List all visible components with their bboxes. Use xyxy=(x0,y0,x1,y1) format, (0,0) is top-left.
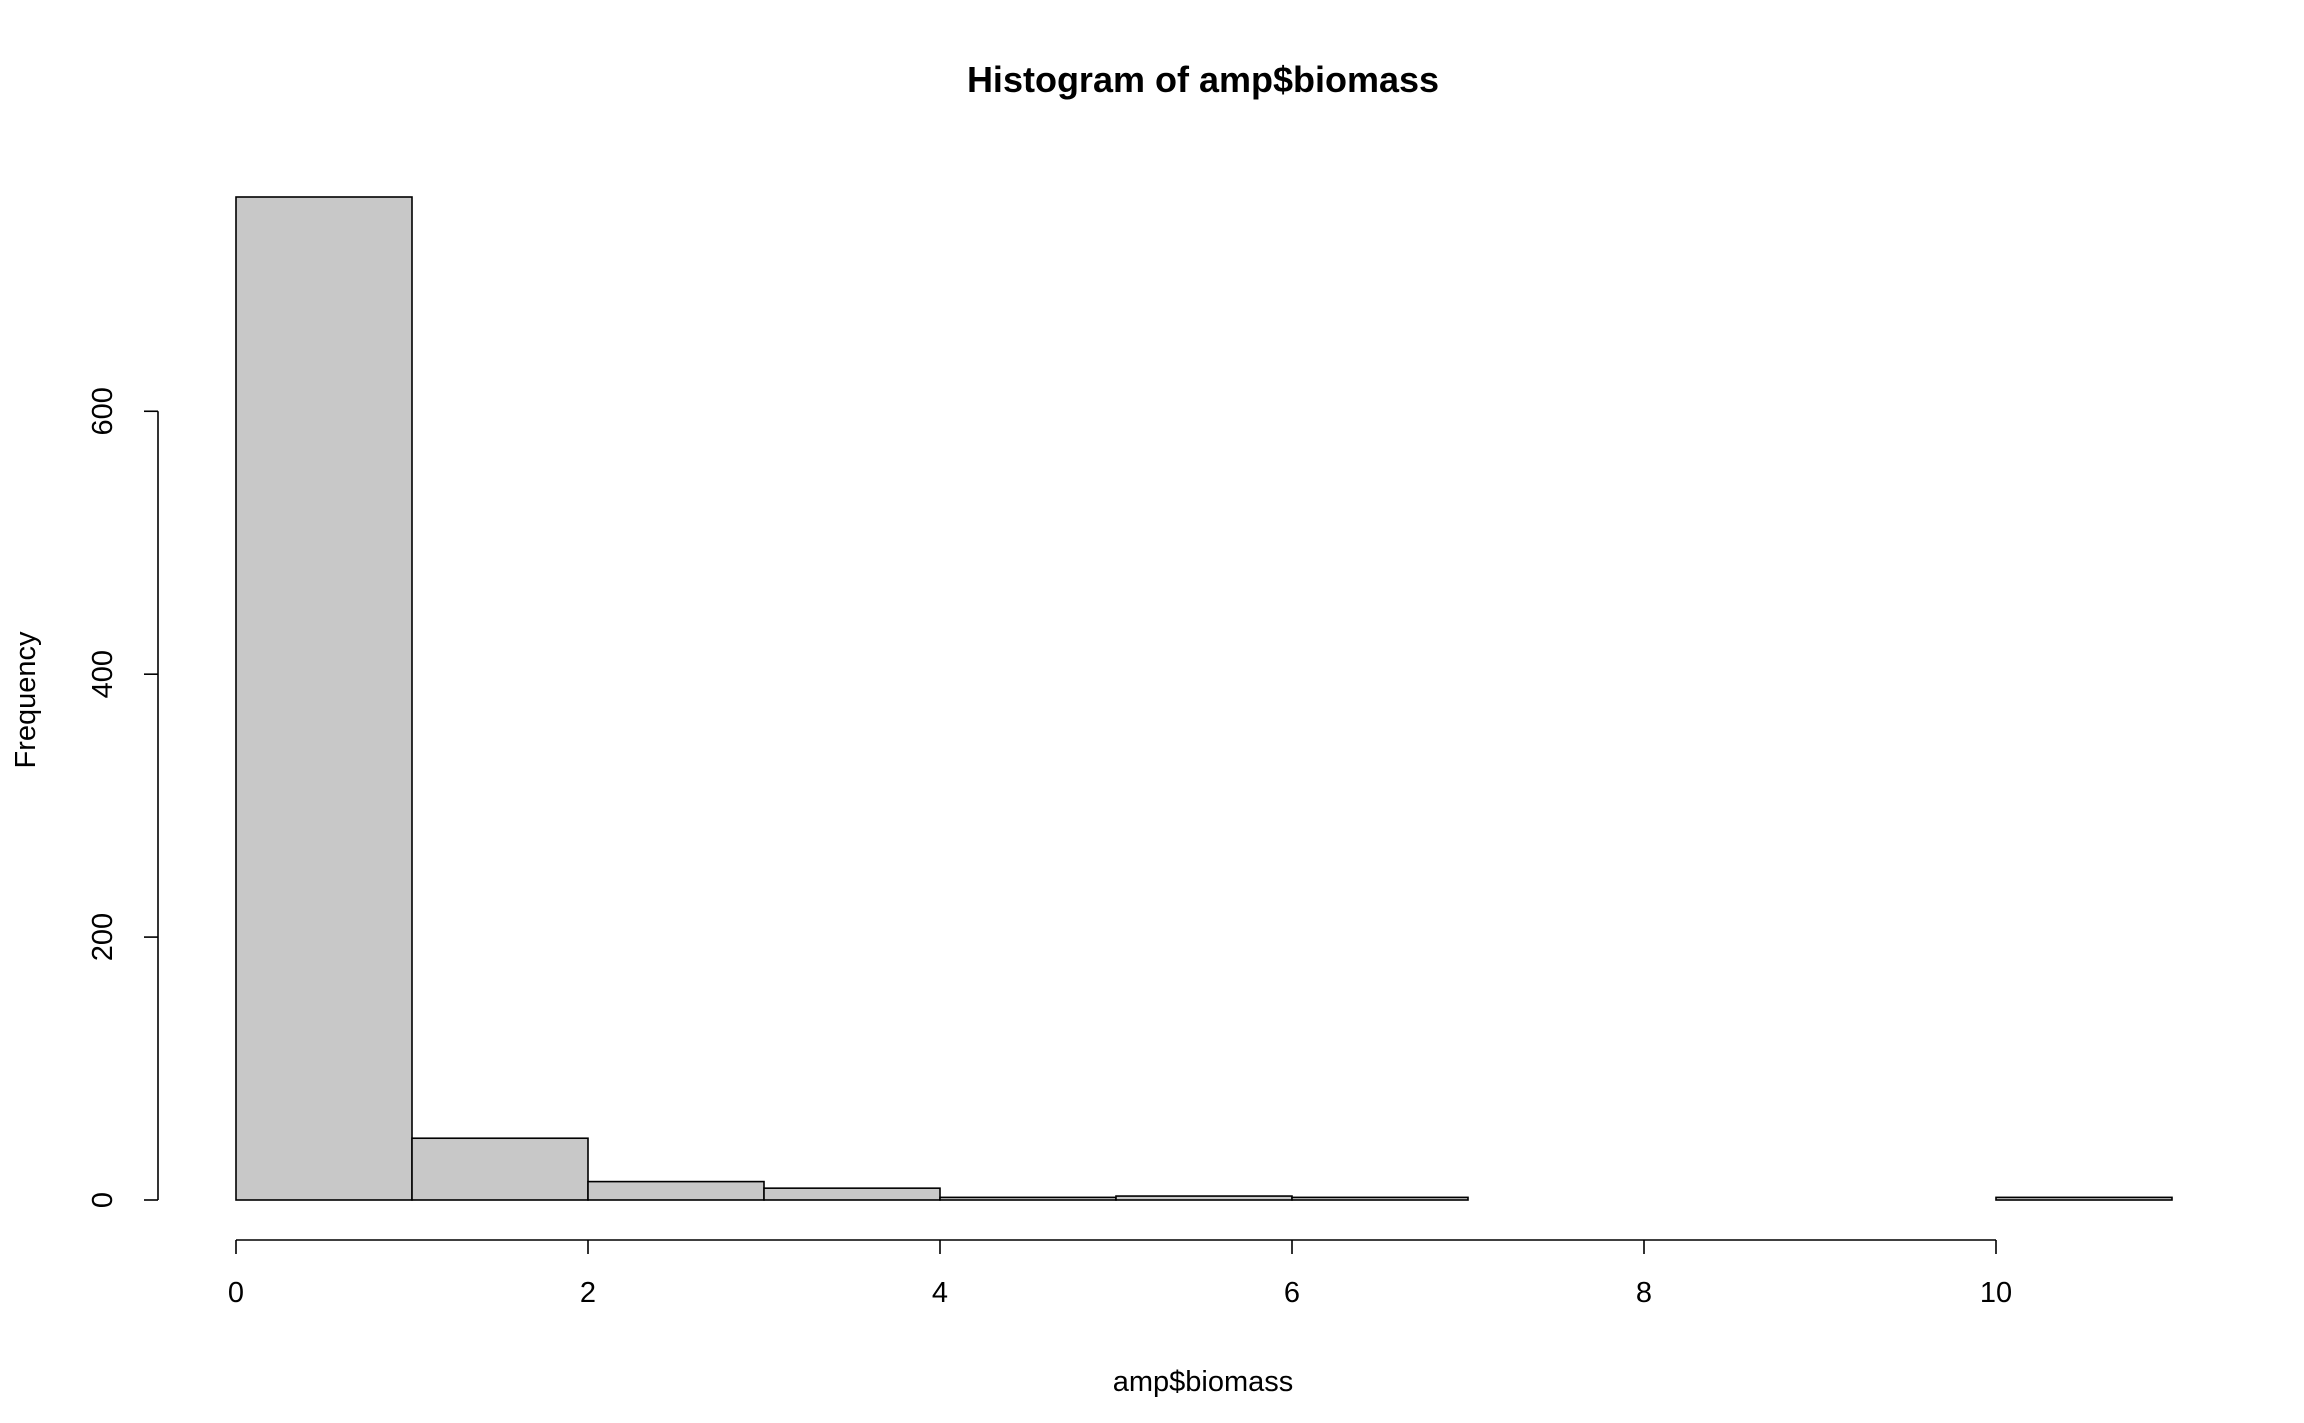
x-tick-label-5: 10 xyxy=(1980,1277,2012,1309)
x-tick-label-0: 0 xyxy=(228,1277,244,1309)
histogram-bar-3 xyxy=(763,1187,941,1201)
histogram-bar-4 xyxy=(939,1196,1117,1201)
y-axis-label: Frequency xyxy=(10,631,42,769)
histogram-bar-0 xyxy=(235,196,413,1201)
histogram-bar-5 xyxy=(1115,1195,1293,1201)
x-axis: 0 2 4 6 8 10 xyxy=(228,1239,2012,1309)
x-tick-label-3: 6 xyxy=(1284,1277,1300,1309)
y-tick-label-2: 400 xyxy=(87,650,119,698)
histogram-bar-1 xyxy=(411,1137,589,1201)
histogram-bar-6 xyxy=(1291,1196,1469,1201)
y-axis: 0 200 400 600 xyxy=(87,387,159,1208)
x-tick-label-2: 4 xyxy=(932,1277,948,1309)
chart-title: Histogram of amp$biomass xyxy=(967,59,1439,100)
x-tick-label-1: 2 xyxy=(580,1277,596,1309)
histogram-bar-2 xyxy=(587,1180,765,1201)
y-tick-label-1: 200 xyxy=(87,913,119,961)
x-tick-label-4: 8 xyxy=(1636,1277,1652,1309)
y-tick-label-0: 0 xyxy=(87,1192,119,1208)
histogram-bar-10 xyxy=(1995,1196,2173,1201)
bars-group xyxy=(235,196,2173,1201)
x-axis-label: amp$biomass xyxy=(1113,1366,1294,1398)
y-tick-label-3: 600 xyxy=(87,387,119,435)
